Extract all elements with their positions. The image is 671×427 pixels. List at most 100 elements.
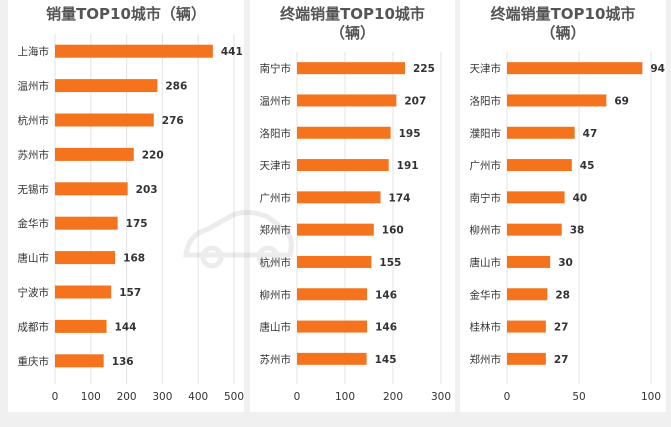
bar bbox=[297, 62, 405, 75]
data-label: 136 bbox=[112, 356, 134, 368]
bar bbox=[55, 113, 154, 127]
data-label: 207 bbox=[404, 95, 426, 107]
x-tick-label: 200 bbox=[383, 391, 403, 403]
data-label: 27 bbox=[554, 354, 569, 366]
chart-panel-3: 终端销量TOP10城市（辆） 0 50 100 天津市 94 洛阳市 69 濮阳市 47 广州市 4… bbox=[460, 0, 666, 412]
category-label: 杭州市 bbox=[18, 114, 50, 127]
data-label: 203 bbox=[136, 184, 158, 196]
category-label: 南宁市 bbox=[260, 62, 292, 75]
x-tick-label: 100 bbox=[641, 391, 661, 403]
category-label: 金华市 bbox=[470, 288, 502, 301]
bar-chart-1: 0 100 200 300 400 500 上海市 441 温州市 286 杭州市 276 苏州市 220… bbox=[18, 34, 244, 403]
bar bbox=[55, 44, 213, 58]
bar-chart-3: 0 50 100 天津市 94 洛阳市 69 濮阳市 47 广州市 45 南宁市 40 柳州市 38 唐山市 3… bbox=[470, 52, 665, 403]
category-label: 苏州市 bbox=[260, 353, 292, 366]
x-tick-label: 0 bbox=[504, 391, 511, 403]
category-label: 无锡市 bbox=[18, 183, 50, 196]
data-label: 27 bbox=[554, 322, 569, 334]
category-label: 郑州市 bbox=[260, 224, 292, 237]
x-tick-label: 50 bbox=[572, 391, 585, 403]
bar bbox=[55, 354, 104, 368]
data-label: 155 bbox=[379, 257, 401, 269]
x-tick-label: 100 bbox=[81, 391, 101, 403]
category-label: 温州市 bbox=[18, 80, 50, 93]
category-label: 郑州市 bbox=[470, 353, 502, 366]
data-label: 144 bbox=[115, 321, 137, 333]
category-label: 金华市 bbox=[18, 217, 50, 230]
bar bbox=[297, 223, 374, 236]
bar bbox=[55, 251, 116, 265]
category-label: 柳州市 bbox=[260, 288, 292, 301]
category-label: 天津市 bbox=[260, 159, 292, 172]
data-label: 160 bbox=[382, 225, 404, 237]
data-label: 94 bbox=[650, 63, 665, 75]
data-label: 30 bbox=[558, 257, 573, 269]
x-tick-label: 300 bbox=[431, 391, 451, 403]
data-label: 145 bbox=[375, 354, 397, 366]
category-label: 广州市 bbox=[470, 159, 502, 172]
bar bbox=[55, 285, 112, 299]
category-label: 温州市 bbox=[260, 94, 292, 107]
bar bbox=[507, 159, 572, 172]
bar bbox=[55, 182, 128, 196]
bar bbox=[507, 126, 575, 139]
category-label: 南宁市 bbox=[470, 191, 502, 204]
data-label: 157 bbox=[119, 287, 141, 299]
data-label: 276 bbox=[162, 115, 184, 127]
bar bbox=[55, 147, 134, 161]
chart-panel-1: 销量TOP10城市（辆） 0 100 200 300 400 500 上海市 441 温州市 28… bbox=[8, 0, 244, 412]
bar bbox=[507, 191, 565, 204]
bar bbox=[507, 352, 546, 365]
data-label: 191 bbox=[397, 160, 419, 172]
x-tick-label: 0 bbox=[294, 391, 301, 403]
category-label: 桂林市 bbox=[470, 321, 502, 334]
bar bbox=[297, 288, 368, 301]
bar bbox=[55, 79, 158, 93]
bar bbox=[297, 94, 397, 107]
data-label: 220 bbox=[142, 149, 164, 161]
chart-panel-2: 终端销量TOP10城市（辆） 0 100 200 300 南宁市 225 温州市 207 洛阳市… bbox=[250, 0, 455, 412]
data-label: 195 bbox=[399, 128, 421, 140]
chart-title-3: 终端销量TOP10城市（辆） bbox=[490, 5, 636, 42]
x-tick-label: 300 bbox=[152, 391, 172, 403]
bar bbox=[297, 126, 391, 139]
x-tick-label: 500 bbox=[224, 391, 244, 403]
category-label: 柳州市 bbox=[470, 224, 502, 237]
data-label: 47 bbox=[583, 128, 598, 140]
data-label: 146 bbox=[375, 289, 397, 301]
x-tick-label: 200 bbox=[117, 391, 137, 403]
footer-strip bbox=[0, 412, 671, 427]
bar bbox=[507, 62, 643, 75]
category-label: 苏州市 bbox=[18, 148, 50, 161]
bar bbox=[297, 320, 368, 333]
chart-title-1: 销量TOP10城市（辆） bbox=[46, 5, 206, 23]
category-label: 唐山市 bbox=[18, 252, 50, 265]
bar bbox=[297, 352, 367, 365]
data-label: 225 bbox=[413, 63, 435, 75]
data-label: 38 bbox=[570, 225, 585, 237]
bar bbox=[297, 255, 372, 268]
data-label: 146 bbox=[375, 322, 397, 334]
data-label: 441 bbox=[221, 46, 243, 58]
chart-title-2: 终端销量TOP10城市（辆） bbox=[280, 5, 425, 42]
data-label: 286 bbox=[165, 81, 187, 93]
bar bbox=[507, 288, 548, 301]
bar bbox=[507, 255, 551, 268]
bar bbox=[297, 191, 381, 204]
data-label: 168 bbox=[123, 253, 145, 265]
category-label: 宁波市 bbox=[18, 286, 50, 299]
x-tick-label: 100 bbox=[335, 391, 355, 403]
bar bbox=[507, 223, 562, 236]
data-label: 174 bbox=[389, 192, 411, 204]
category-label: 唐山市 bbox=[260, 321, 292, 334]
data-label: 40 bbox=[573, 192, 588, 204]
category-label: 洛阳市 bbox=[260, 127, 292, 140]
category-label: 杭州市 bbox=[260, 256, 292, 269]
data-label: 175 bbox=[126, 218, 148, 230]
watermark-car-icon bbox=[183, 209, 294, 269]
category-label: 广州市 bbox=[260, 191, 292, 204]
bar-chart-2: 0 100 200 300 南宁市 225 温州市 207 洛阳市 195 天津市 191 广州市 174… bbox=[260, 52, 451, 403]
category-label: 濮阳市 bbox=[470, 127, 502, 140]
bar bbox=[55, 319, 107, 333]
bar bbox=[507, 320, 546, 333]
